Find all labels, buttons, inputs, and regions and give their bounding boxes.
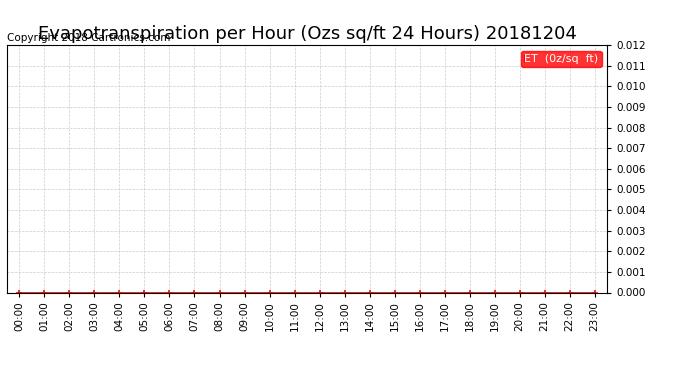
Text: Copyright 2018 Cartronics.com: Copyright 2018 Cartronics.com bbox=[7, 33, 170, 42]
Title: Evapotranspiration per Hour (Ozs sq/ft 24 Hours) 20181204: Evapotranspiration per Hour (Ozs sq/ft 2… bbox=[38, 26, 576, 44]
Legend: ET  (0z/sq  ft): ET (0z/sq ft) bbox=[521, 51, 602, 67]
